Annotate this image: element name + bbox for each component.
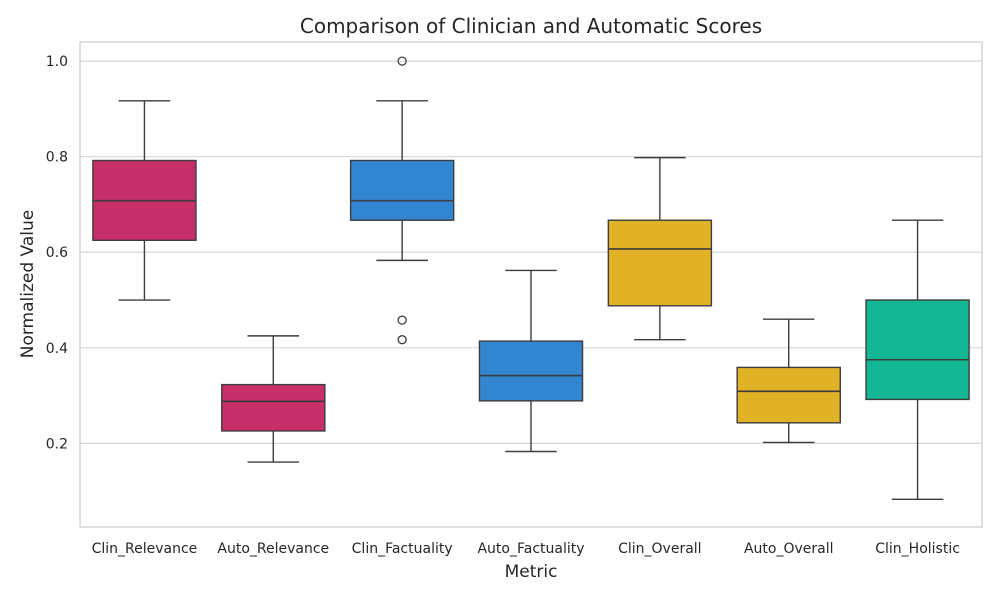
iqr-box <box>221 383 326 432</box>
outlier-point <box>397 335 407 345</box>
y-tick-label: 0.2 <box>46 436 68 452</box>
iqr-box <box>607 219 713 307</box>
y-tick-labels: 0.2 0.4 0.6 0.8 1.0 <box>46 54 68 452</box>
box-clin-factuality <box>349 56 455 345</box>
iqr-box <box>349 159 455 221</box>
x-tick-label: Clin_Relevance <box>92 541 198 557</box>
y-tick-label: 0.6 <box>46 245 68 261</box>
y-tick-label: 0.4 <box>46 341 68 357</box>
plot-frame <box>79 41 983 528</box>
iqr-box <box>865 299 970 401</box>
x-tick-label: Auto_Overall <box>744 541 834 557</box>
iqr-box <box>478 340 584 402</box>
box-clin-relevance <box>92 100 197 301</box>
outlier-point <box>397 56 407 66</box>
outlier-point <box>397 315 407 325</box>
x-tick-label: Clin_Factuality <box>352 541 453 557</box>
y-tick-label: 1.0 <box>46 54 68 70</box>
x-tick-label: Auto_Relevance <box>217 541 329 557</box>
x-tick-labels: Clin_Relevance Auto_Relevance Clin_Factual… <box>92 541 960 557</box>
x-tick-label: Clin_Holistic <box>875 541 960 557</box>
y-axis-label: Normalized Value <box>18 210 38 359</box>
iqr-box <box>736 366 841 424</box>
box-clin-overall <box>607 156 713 341</box>
box-auto-overall <box>736 318 841 444</box>
chart-title: Comparison of Clinician and Automatic Sc… <box>300 14 762 38</box>
y-tick-label: 0.8 <box>46 150 68 166</box>
box-auto-relevance <box>221 335 326 463</box>
x-axis-label: Metric <box>505 562 558 582</box>
box-clin-holistic <box>865 219 970 500</box>
box-auto-factuality <box>478 269 584 453</box>
box-series <box>92 56 970 500</box>
x-tick-label: Clin_Overall <box>618 541 701 557</box>
x-tick-label: Auto_Factuality <box>477 541 584 557</box>
